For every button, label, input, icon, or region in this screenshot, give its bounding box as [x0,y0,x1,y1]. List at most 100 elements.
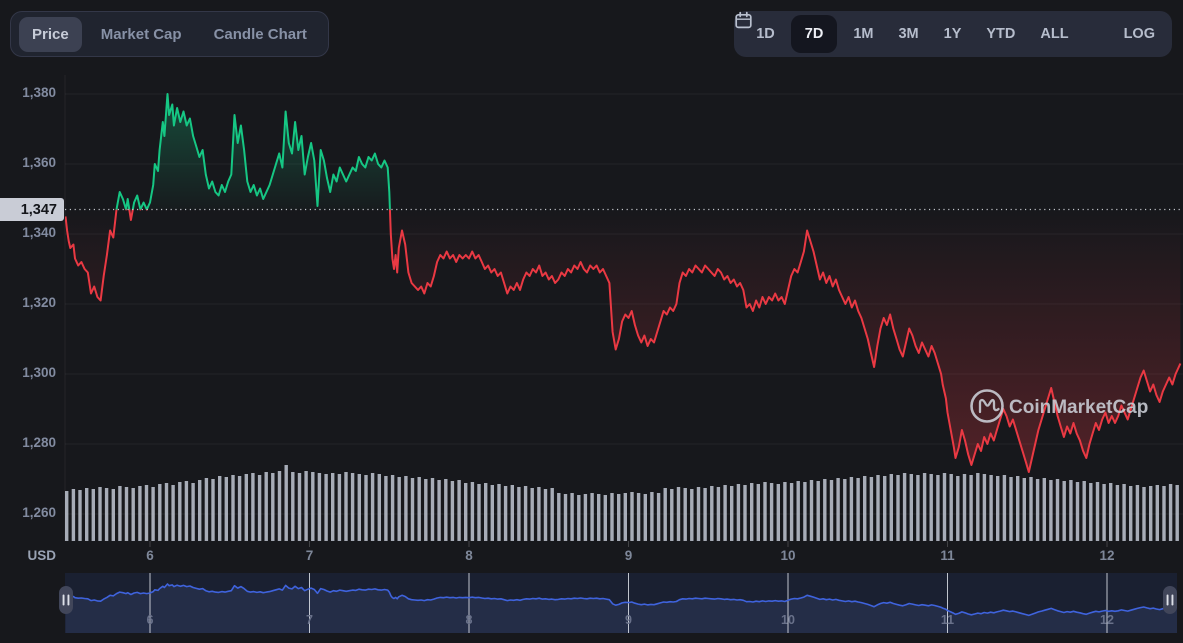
volume-bar [716,487,721,541]
navigator-date-label: 9 [625,613,632,627]
volume-bar [843,479,847,541]
price-area-red [65,209,1181,472]
volume-bar [1115,485,1120,541]
range-1d[interactable]: 1D [756,26,775,42]
range-7d[interactable]: 7D [790,15,838,53]
volume-bar [357,474,361,541]
volume-bar [158,484,162,541]
volume-bar [590,493,594,541]
volume-bar [344,472,348,541]
volume-bar [138,486,142,541]
brush-handle-right[interactable] [1163,586,1177,614]
volume-bar [244,474,248,541]
volume-bar [1042,478,1046,541]
range-1y[interactable]: 1Y [943,26,962,42]
volume-bar [410,478,415,541]
volume-bar [450,481,455,541]
range-toggle: 1D 7D 1M 3M 1Y YTD ALL LOG [734,11,1172,57]
volume-bar [1049,480,1053,541]
range-1m[interactable]: 1M [853,26,874,42]
volume-bar [297,473,302,541]
volume-bar [1029,477,1033,541]
volume-bar [750,483,754,541]
range-3m[interactable]: 3M [898,26,919,42]
volume-bar [583,494,588,541]
volume-bar [656,493,661,541]
navigator-date-label: 11 [941,613,954,627]
volume-bar [1082,481,1086,541]
y-tick-label: 1,320 [22,295,56,310]
volume-bar [962,474,967,541]
volume-bar [949,474,953,541]
volume-bar [257,475,262,541]
pause-icon [67,594,70,606]
x-tick-label: 9 [624,548,633,563]
volume-bar [437,480,441,541]
volume-bar [331,473,335,541]
volume-bar [291,472,295,541]
volume-bar [1062,481,1066,541]
volume-bar [1055,479,1060,541]
volume-bar [417,477,421,541]
volume-bar [484,483,488,541]
volume-bar [490,485,494,541]
tab-price[interactable]: Price [19,16,82,52]
volume-bar [956,476,960,541]
y-tick-label: 1,340 [22,225,56,240]
volume-bar [942,473,947,541]
brush-handle-right-body[interactable] [1163,586,1177,614]
current-price-tag: 1,347 [0,198,64,221]
volume-bar [789,483,794,541]
volume-bar [204,478,209,541]
price-area-green [65,94,1181,210]
volume-bar [91,489,95,541]
volume-bar [364,475,368,541]
volume-bar [550,488,554,541]
volume-bar [1162,486,1166,541]
volume-bar [218,476,222,541]
volume-bar [543,489,548,541]
volume-bar [743,485,747,541]
x-tick-label: 6 [146,548,154,563]
volume-bar [304,471,308,541]
volume-bar [85,488,89,541]
brush-handle-left[interactable] [59,586,73,614]
navigator-date-label: 10 [781,613,795,627]
calendar-button[interactable] [735,11,1103,38]
volume-bar [377,474,381,541]
volume-bar [776,484,780,541]
volume-bar [756,484,760,541]
volume-bar [104,488,109,541]
volume-bar [1022,478,1026,541]
range-ytd[interactable]: YTD [986,26,1016,42]
volume-bar [1175,485,1179,541]
volume-bar [769,483,774,541]
volume-bar [151,487,155,541]
volume-bar [989,475,993,541]
calendar-icon [735,11,752,29]
tab-market-cap[interactable]: Market Cap [100,25,182,43]
volume-bar [1069,480,1073,541]
volume-bar [610,493,614,541]
volume-bar [284,465,288,541]
log-scale-toggle[interactable]: LOG [1123,26,1155,42]
volume-bar [390,475,395,541]
volume-bar [224,477,228,541]
volume-bar [597,494,601,541]
brush-handle-left-body[interactable] [59,586,73,614]
volume-bar [996,476,1000,541]
volume-bar [517,487,521,541]
volume-bar [144,485,149,541]
volume-bar [271,473,275,541]
chart-type-toggle: Price Market Cap Candle Chart [10,11,329,57]
volume-bar [909,474,913,541]
range-all[interactable]: ALL [1040,26,1069,42]
volume-bar [876,475,880,541]
navigator-strip[interactable]: 6 7 8 9 10 11 12 [59,573,1180,633]
volume-bar [404,476,408,541]
volume-bar [530,488,534,541]
tab-candle-chart[interactable]: Candle Chart [213,25,307,43]
volume-bar [264,472,268,541]
volume-bar [1016,476,1020,541]
